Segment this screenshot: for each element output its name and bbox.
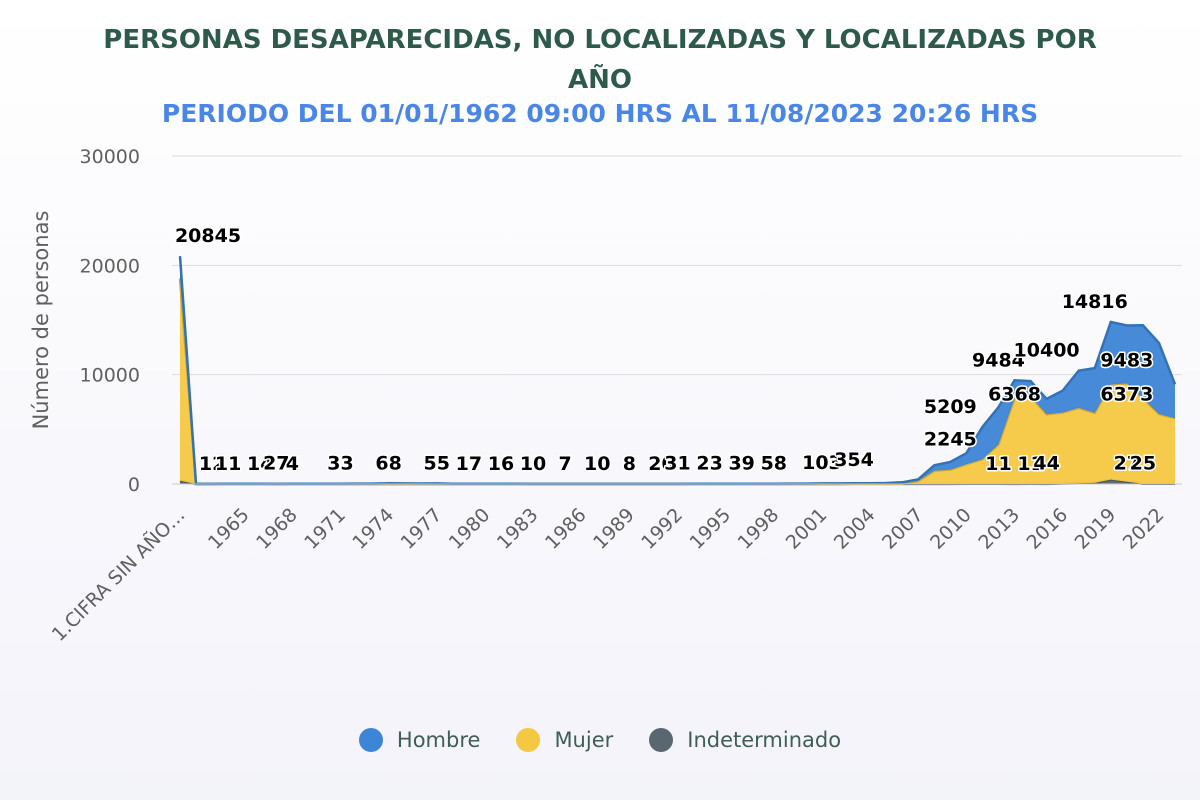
area-mujer[interactable] <box>180 278 1175 485</box>
x-tick-label: 1974 <box>348 504 398 554</box>
data-label: 11 <box>985 453 1011 475</box>
data-label: 10400 <box>1014 339 1080 361</box>
data-label: 14 <box>247 453 273 475</box>
data-label: 33 <box>327 453 353 475</box>
data-label: 27 <box>1114 453 1140 475</box>
legend-marker-hombre <box>358 728 383 752</box>
x-tick-label: 1965 <box>204 504 254 554</box>
data-label: 11 <box>215 453 241 475</box>
legend-item-indeterminado[interactable]: Indeterminado <box>649 728 841 752</box>
x-tick-label: 1.CIFRA SIN AÑO… <box>47 503 189 645</box>
y-axis: 0 10000 20000 30000 <box>80 146 140 496</box>
x-tick-label: 1977 <box>397 504 447 554</box>
data-label: 6368 <box>988 383 1041 405</box>
x-tick-label: 1995 <box>685 504 735 554</box>
legend-label-indeterminado: Indeterminado <box>687 728 842 752</box>
x-tick-label: 1971 <box>300 504 350 554</box>
x-tick-label: 2010 <box>926 504 976 554</box>
legend-item-hombre[interactable]: Hombre <box>358 728 481 752</box>
data-label: 4 <box>286 453 299 475</box>
x-tick-label: 2013 <box>974 504 1024 554</box>
data-label: 31 <box>664 453 690 475</box>
x-tick-label: 2004 <box>830 504 880 554</box>
x-tick-label: 1989 <box>589 504 639 554</box>
legend-label-hombre: Hombre <box>396 728 481 752</box>
data-label: 10 <box>520 453 546 475</box>
legend-item-mujer[interactable]: Mujer <box>516 728 613 752</box>
data-label: 27 <box>263 453 289 475</box>
series-areas <box>172 256 1182 486</box>
data-label: 2245 <box>924 428 977 450</box>
data-label: 25 <box>1130 453 1156 475</box>
legend-label-mujer: Mujer <box>554 728 614 752</box>
x-tick-label: 2022 <box>1119 504 1169 554</box>
chart-title: PERSONAS DESAPARECIDAS, NO LOCALIZADAS Y… <box>103 25 1097 95</box>
data-label: 6373 <box>1100 383 1153 405</box>
x-tick-label: 1980 <box>445 504 495 554</box>
data-label: 20845 <box>175 225 241 247</box>
data-label: 12 <box>199 453 225 475</box>
data-label: 17 <box>456 453 482 475</box>
data-label: 11 <box>1017 453 1043 475</box>
data-label: 39 <box>728 453 754 475</box>
data-label: 23 <box>696 453 722 475</box>
x-tick-label: 1998 <box>734 504 784 554</box>
x-tick-label: 2016 <box>1022 504 1072 554</box>
y-tick-label: 20000 <box>80 255 140 277</box>
legend-marker-indeterminado <box>649 728 674 752</box>
data-label: 7 <box>559 453 572 475</box>
data-label: 16 <box>488 453 514 475</box>
data-label: 20 <box>648 453 674 475</box>
data-label: 44 <box>1033 453 1059 475</box>
x-axis: 1.CIFRA SIN AÑO… 196519681971197419771980… <box>47 503 1168 645</box>
data-label: 354 <box>834 449 874 471</box>
data-label: 9484 <box>972 349 1025 371</box>
data-label: 55 <box>424 452 450 474</box>
x-tick-label: 1968 <box>252 504 302 554</box>
legend-marker-mujer <box>516 728 541 752</box>
data-label: 103 <box>802 452 842 474</box>
x-tick-label: 1983 <box>493 504 543 554</box>
data-label: 14816 <box>1062 291 1128 313</box>
legend: Hombre Mujer Indeterminado <box>0 728 1200 752</box>
y-axis-label: Número de personas <box>29 211 53 430</box>
data-label: 68 <box>375 452 401 474</box>
y-tick-label: 30000 <box>80 146 140 168</box>
data-label: 8 <box>623 453 636 475</box>
chart-subtitle: PERIODO DEL 01/01/1962 09:00 HRS AL 11/0… <box>161 99 1039 128</box>
x-tick-label: 1986 <box>541 504 591 554</box>
data-label: 10 <box>584 453 610 475</box>
x-tick-label: 2007 <box>878 504 928 554</box>
y-tick-label: 10000 <box>80 365 140 387</box>
x-tick-label: 1992 <box>637 504 687 554</box>
y-tick-label: 0 <box>128 474 140 496</box>
data-label: 9483 <box>1100 349 1153 371</box>
x-tick-label: 2001 <box>782 504 832 554</box>
data-label: 58 <box>761 452 787 474</box>
x-tick-label: 2019 <box>1071 504 1121 554</box>
data-label: 5209 <box>924 396 977 418</box>
